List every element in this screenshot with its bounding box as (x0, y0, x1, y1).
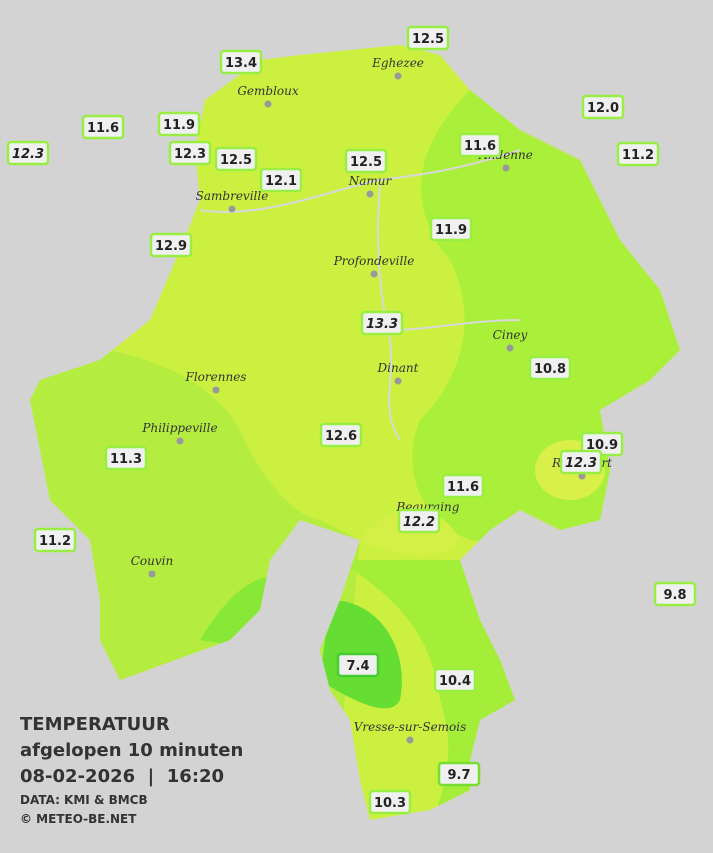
city-dot (502, 164, 510, 172)
reading-value: 12.5 (350, 155, 382, 170)
legend-datetime: 08-02-2026 | 16:20 (20, 766, 224, 787)
city-dot (406, 736, 414, 744)
legend-subtitle: afgelopen 10 minuten (20, 740, 243, 761)
reading-badge (344, 148, 388, 174)
reading-value: 10.4 (439, 674, 471, 689)
reading-badge (528, 355, 572, 381)
reading-value: 10.8 (534, 362, 566, 377)
reading-badge (368, 789, 412, 815)
city-label: Couvin (131, 554, 173, 568)
reading-value: 11.2 (622, 148, 654, 163)
legend-source: DATA: KMI & BMCB (20, 793, 148, 807)
rivers (199, 149, 521, 441)
reading-value: 12.0 (587, 101, 619, 116)
city-dot (370, 270, 378, 278)
reading-value: 11.9 (435, 223, 467, 238)
legend-copyright: © METEO-BE.NET (20, 812, 137, 826)
reading-badge (6, 140, 50, 166)
reading-value: 12.9 (155, 239, 187, 254)
reading-badge (157, 111, 201, 137)
reading-value: 13.4 (225, 56, 257, 71)
reading-value: 12.2 (403, 515, 435, 530)
reading-badge (259, 167, 303, 193)
reading-badge (441, 473, 485, 499)
reading-value: 12.1 (265, 174, 297, 189)
city-dot (148, 570, 156, 578)
reading-badge (653, 581, 697, 607)
reading-value: 12.5 (412, 32, 444, 47)
city-dot (394, 377, 402, 385)
reading-value: 7.4 (346, 659, 369, 674)
legend-title: TEMPERATUUR (20, 714, 170, 735)
reading-badge (616, 141, 660, 167)
reading-value: 11.6 (87, 121, 119, 136)
reading-badge (406, 25, 450, 51)
reading-badge (433, 667, 477, 693)
reading-value: 12.3 (174, 147, 206, 162)
reading-value: 11.9 (163, 118, 195, 133)
city-label: Vresse-sur-Semois (354, 720, 467, 734)
city-label: Eghezee (371, 56, 424, 70)
reading-badge (33, 527, 77, 553)
reading-badge (214, 146, 258, 172)
city-dot (506, 344, 514, 352)
reading-value: 11.6 (464, 139, 496, 154)
city-label: Sambreville (196, 189, 269, 203)
reading-badge (219, 49, 263, 75)
reading-value: 12.3 (565, 456, 597, 471)
reading-badge (581, 94, 625, 120)
reading-badge (360, 310, 404, 336)
city-label: Philippeville (141, 421, 217, 435)
reading-badge (149, 232, 193, 258)
reading-value: 12.5 (220, 153, 252, 168)
city-dot (264, 100, 272, 108)
reading-value: 11.3 (110, 452, 142, 467)
reading-value: 11.2 (39, 534, 71, 549)
reading-badge (458, 132, 502, 158)
city-label: Dinant (377, 361, 419, 375)
reading-value: 10.3 (374, 796, 406, 811)
city-label: Florennes (185, 370, 247, 384)
reading-badge (397, 508, 441, 534)
reading-badge (336, 652, 380, 678)
reading-badge (168, 140, 212, 166)
reading-badge (559, 449, 603, 475)
reading-value: 13.3 (366, 317, 398, 332)
city-dot (394, 72, 402, 80)
reading-badge (437, 761, 481, 787)
reading-value: 9.8 (663, 588, 686, 603)
reading-badge (319, 422, 363, 448)
city-dot (366, 190, 374, 198)
reading-badge (104, 445, 148, 471)
city-label: Profondeville (333, 254, 415, 268)
city-dot (228, 205, 236, 213)
reading-value: 9.7 (447, 768, 470, 783)
reading-value: 12.3 (12, 147, 44, 162)
city-label: Gembloux (237, 84, 299, 98)
reading-value: 12.6 (325, 429, 357, 444)
city-dot (212, 386, 220, 394)
city-label: Namur (348, 174, 393, 188)
reading-value: 10.9 (586, 438, 618, 453)
reading-badge (81, 114, 125, 140)
city-label: Ciney (493, 328, 528, 342)
reading-value: 11.6 (447, 480, 479, 495)
reading-badge (429, 216, 473, 242)
city-dot (176, 437, 184, 445)
